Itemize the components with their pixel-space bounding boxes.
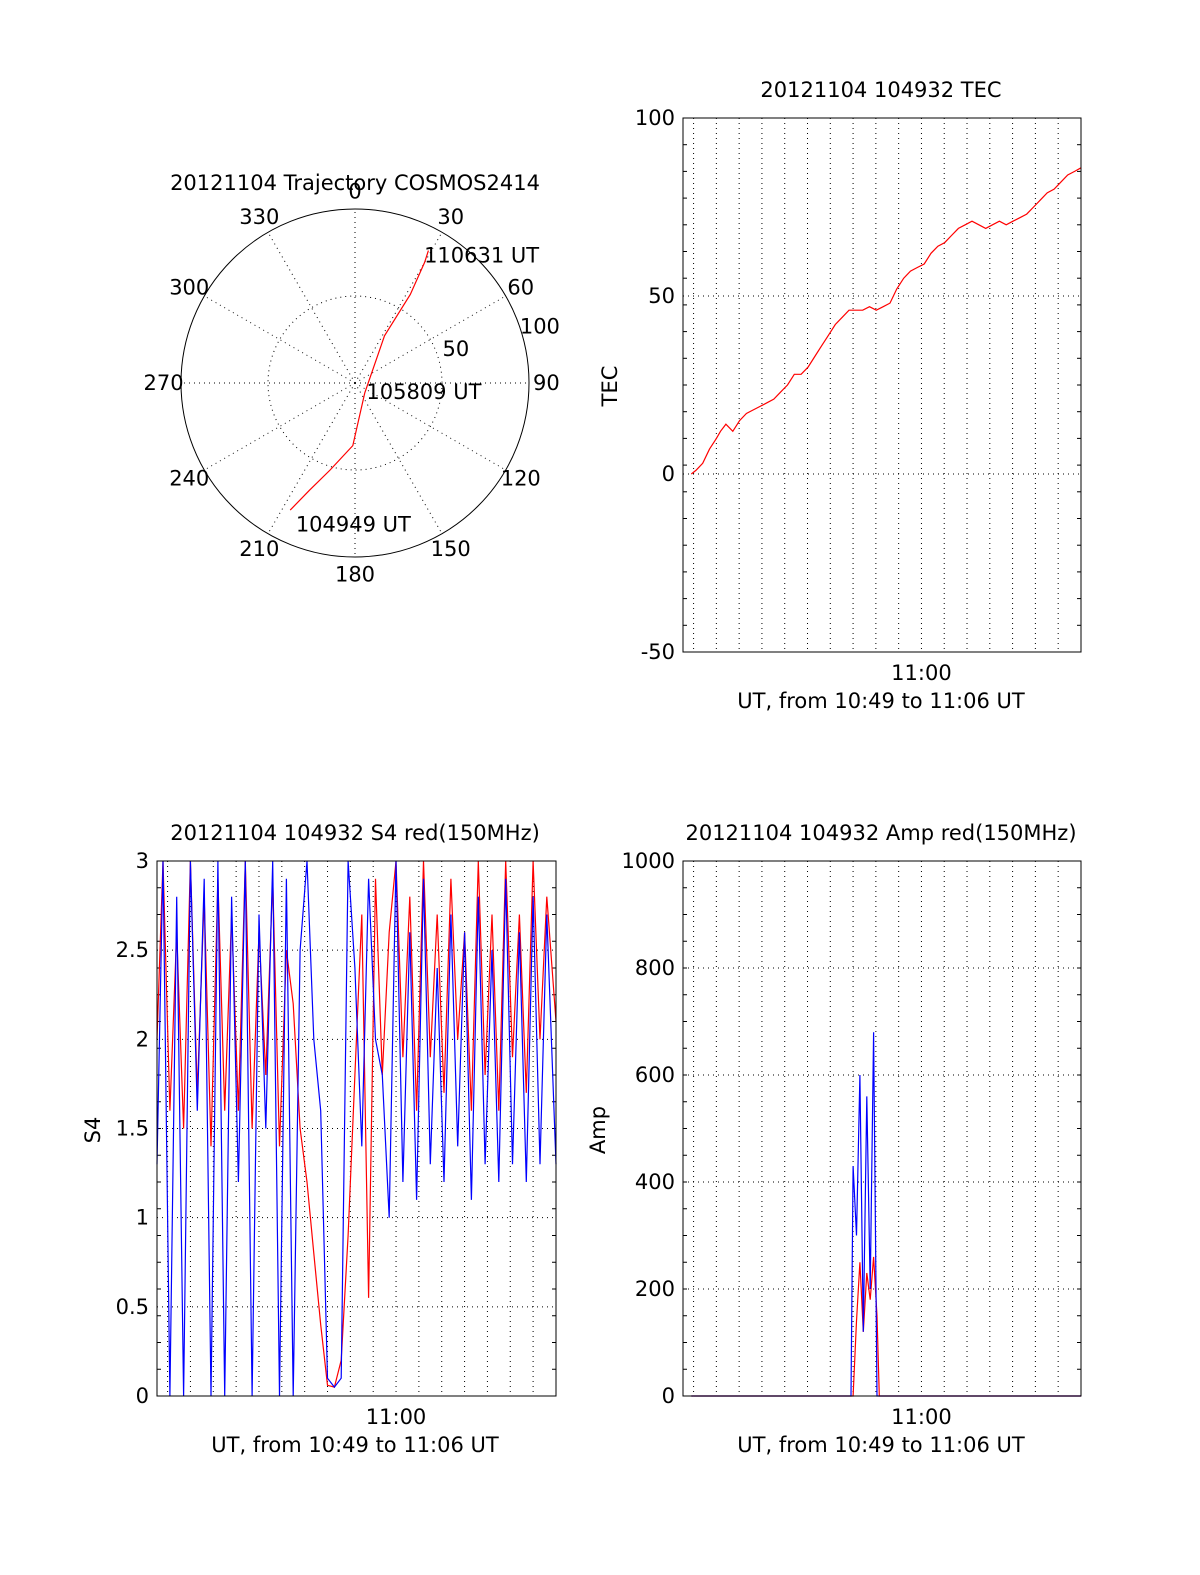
s4-x-axis-label: UT, from 10:49 to 11:06 UT bbox=[211, 1433, 499, 1457]
polar-angle-label: 60 bbox=[507, 275, 534, 299]
polar-radial-label: 50 bbox=[442, 337, 469, 361]
trajectory-time-annotation: 110631 UT bbox=[424, 244, 539, 268]
polar-spoke bbox=[354, 382, 506, 471]
tec-y-tick-label: 0 bbox=[662, 462, 675, 486]
s4-title: 20121104 104932 S4 red(150MHz) bbox=[170, 821, 540, 845]
s4-plot-frame bbox=[156, 860, 557, 1397]
amp-y-tick-label: 1000 bbox=[622, 849, 675, 873]
polar-spoke bbox=[354, 382, 443, 534]
polar-spoke bbox=[204, 382, 356, 471]
polar-spoke bbox=[267, 382, 356, 534]
polar-radial-label: 100 bbox=[520, 314, 560, 338]
tec-series-red-line bbox=[690, 167, 1082, 475]
s4-y-tick-label: 3 bbox=[136, 849, 149, 873]
tec-panel: 20121104 104932 TEC UT, from 10:49 to 11… bbox=[598, 78, 1082, 713]
amp-y-tick-label: 200 bbox=[635, 1277, 675, 1301]
polar-spoke bbox=[204, 295, 356, 384]
s4-series-red-line bbox=[156, 860, 557, 1388]
amp-y-tick-label: 800 bbox=[635, 956, 675, 980]
polar-angle-label: 330 bbox=[239, 205, 279, 229]
amp-x-axis-label: UT, from 10:49 to 11:06 UT bbox=[737, 1433, 1025, 1457]
tec-x-tick-label: 11:00 bbox=[891, 661, 952, 685]
s4-x-tick-label: 11:00 bbox=[366, 1405, 427, 1429]
s4-y-tick-label: 0.5 bbox=[116, 1295, 149, 1319]
trajectory-line bbox=[289, 250, 429, 511]
trajectory-panel: 20121104 Trajectory COSMOS2414 0 30 60 90 12… bbox=[144, 171, 560, 586]
amp-title: 20121104 104932 Amp red(150MHz) bbox=[685, 821, 1076, 845]
polar-angle-label: 0 bbox=[348, 180, 361, 204]
amp-y-tick-label: 400 bbox=[635, 1170, 675, 1194]
polar-angle-label: 150 bbox=[431, 537, 471, 561]
amp-y-tick-label: 0 bbox=[662, 1384, 675, 1408]
amp-y-tick-label: 600 bbox=[635, 1063, 675, 1087]
tec-y-axis-label: TEC bbox=[598, 366, 622, 408]
amp-x-tick-label: 11:00 bbox=[891, 1405, 952, 1429]
amp-series-blue-line bbox=[691, 1032, 1081, 1397]
tec-title: 20121104 104932 TEC bbox=[760, 78, 1001, 102]
polar-spoke bbox=[354, 232, 443, 384]
polar-angle-label: 270 bbox=[144, 371, 184, 395]
polar-angle-label: 210 bbox=[239, 537, 279, 561]
s4-y-axis-label: S4 bbox=[81, 1117, 105, 1144]
trajectory-time-annotation: 105809 UT bbox=[366, 380, 481, 404]
s4-y-tick-label: 1 bbox=[136, 1206, 149, 1230]
polar-angle-label: 30 bbox=[437, 205, 464, 229]
polar-angle-label: 300 bbox=[169, 275, 209, 299]
s4-series-blue-line bbox=[156, 860, 557, 1397]
polar-angle-label: 120 bbox=[501, 467, 541, 491]
s4-y-tick-label: 0 bbox=[136, 1384, 149, 1408]
trajectory-title: 20121104 Trajectory COSMOS2414 bbox=[170, 171, 540, 195]
s4-panel: 20121104 104932 S4 red(150MHz) UT, from … bbox=[81, 821, 557, 1457]
s4-y-tick-label: 2 bbox=[136, 1027, 149, 1051]
polar-ring bbox=[267, 295, 443, 471]
amp-y-axis-label: Amp bbox=[586, 1106, 610, 1154]
tec-plot-frame bbox=[682, 117, 1082, 653]
s4-y-tick-label: 2.5 bbox=[116, 938, 149, 962]
tec-y-tick-label: -50 bbox=[641, 640, 675, 664]
polar-spoke bbox=[354, 295, 506, 384]
polar-outer-circle bbox=[180, 208, 530, 558]
trajectory-time-annotation: 104949 UT bbox=[296, 513, 411, 537]
polar-angle-label: 180 bbox=[335, 562, 375, 586]
polar-angle-label: 90 bbox=[533, 371, 560, 395]
polar-spoke bbox=[267, 232, 356, 384]
amp-series-red-line bbox=[691, 1256, 1081, 1397]
tec-y-tick-label: 50 bbox=[648, 284, 675, 308]
polar-angle-label: 240 bbox=[169, 467, 209, 491]
amp-plot-frame bbox=[682, 860, 1082, 1397]
tec-x-axis-label: UT, from 10:49 to 11:06 UT bbox=[737, 689, 1025, 713]
amp-panel: 20121104 104932 Amp red(150MHz) UT, from… bbox=[586, 821, 1082, 1457]
s4-y-tick-label: 1.5 bbox=[116, 1117, 149, 1141]
tec-y-tick-label: 100 bbox=[635, 106, 675, 130]
